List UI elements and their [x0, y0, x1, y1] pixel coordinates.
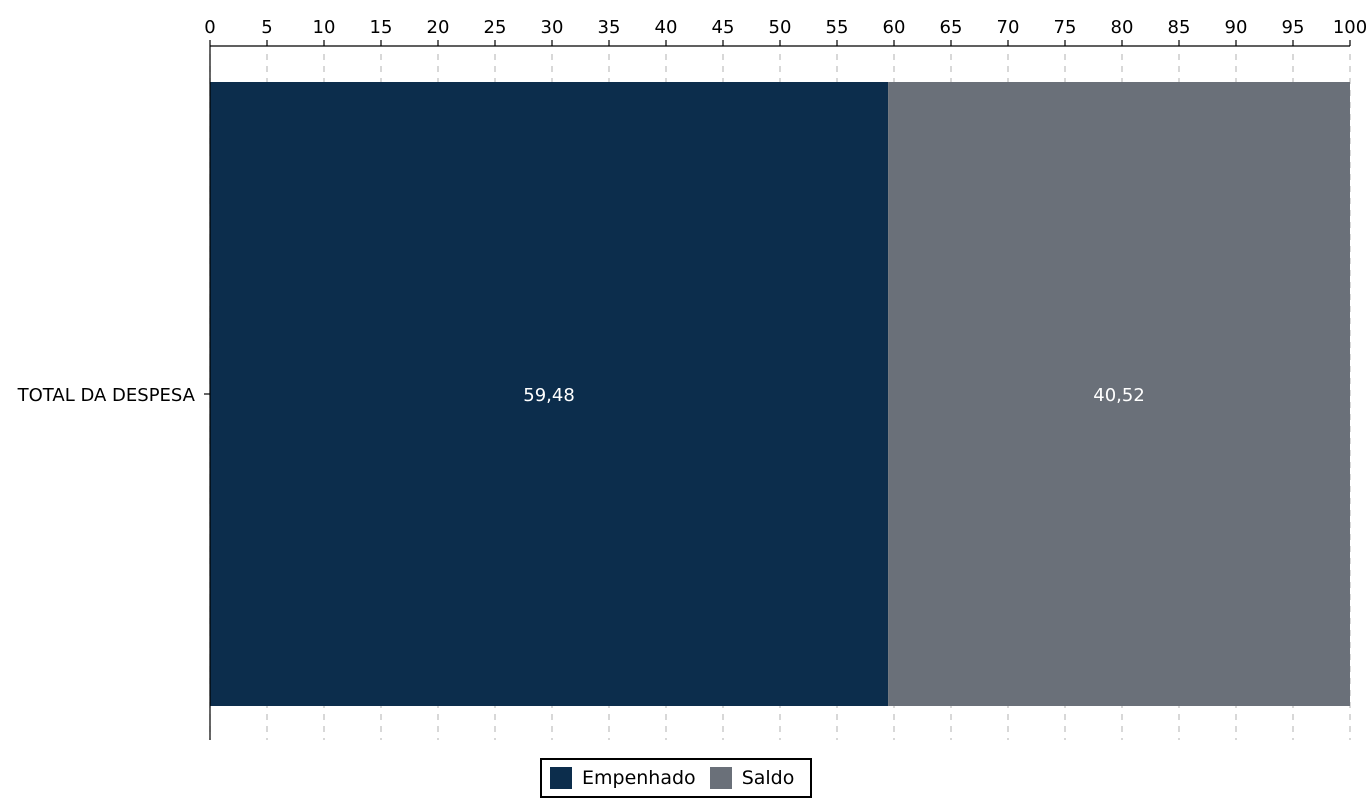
- x-tick-label-85: 85: [1168, 17, 1191, 38]
- bars: [210, 82, 1350, 706]
- x-tick-label-15: 15: [370, 17, 393, 38]
- axes: [204, 40, 1351, 740]
- x-tick-label-35: 35: [598, 17, 621, 38]
- legend-swatch-empenhado: [550, 767, 572, 789]
- x-tick-label-95: 95: [1282, 17, 1305, 38]
- legend: Empenhado Saldo: [540, 758, 813, 798]
- x-tick-label-70: 70: [997, 17, 1020, 38]
- legend-label-saldo: Saldo: [741, 767, 795, 789]
- x-tick-label-80: 80: [1111, 17, 1134, 38]
- x-tick-label-5: 5: [261, 17, 272, 38]
- legend-swatch-saldo: [709, 767, 732, 789]
- data-label-saldo: 40,52: [1093, 385, 1145, 406]
- x-tick-label-55: 55: [826, 17, 849, 38]
- x-tick-label-100: 100: [1333, 17, 1367, 38]
- x-tick-label-30: 30: [541, 17, 564, 38]
- legend-item-saldo: Saldo: [709, 767, 795, 789]
- x-tick-label-50: 50: [769, 17, 792, 38]
- x-tick-label-0: 0: [204, 17, 215, 38]
- x-tick-label-25: 25: [484, 17, 507, 38]
- labels: 59,48 40,52 TOTAL DA DESPESA 0 5 10 15 20 25 30 35…: [17, 17, 1368, 406]
- bar-empenhado: [210, 82, 889, 706]
- data-label-empenhado: 59,48: [523, 385, 575, 406]
- x-tick-label-45: 45: [712, 17, 735, 38]
- x-tick-label-90: 90: [1225, 17, 1248, 38]
- x-tick-label-75: 75: [1054, 17, 1077, 38]
- x-tick-label-40: 40: [655, 17, 678, 38]
- bar-saldo: [888, 82, 1350, 706]
- x-tick-label-65: 65: [940, 17, 963, 38]
- category-label: TOTAL DA DESPESA: [17, 385, 196, 406]
- x-tick-label-10: 10: [313, 17, 336, 38]
- x-tick-label-20: 20: [427, 17, 450, 38]
- legend-item-empenhado: Empenhado: [550, 767, 696, 789]
- x-tick-label-60: 60: [883, 17, 906, 38]
- legend-label-empenhado: Empenhado: [582, 767, 696, 789]
